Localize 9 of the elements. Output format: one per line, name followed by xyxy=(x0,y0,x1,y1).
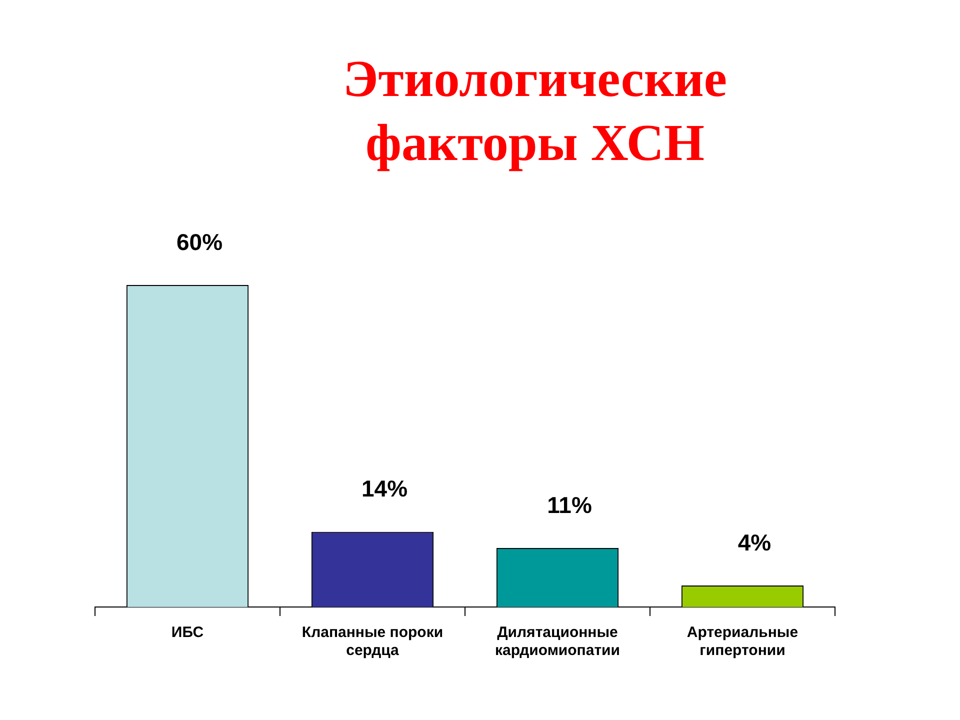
chart-title: Этиологические факторы ХСН xyxy=(342,50,728,174)
data-label: 4% xyxy=(738,529,772,556)
data-label: 14% xyxy=(361,476,408,502)
data-label: 11% xyxy=(547,492,592,518)
x-tick-label: Дилятационные кардиомиопатии xyxy=(494,624,620,660)
x-tick-label: Артериальные гипертонии xyxy=(686,624,798,660)
data-label: 60% xyxy=(176,228,223,255)
x-tick-label: Клапанные пороки сердца xyxy=(302,624,444,660)
x-tick-label: ИБС xyxy=(171,624,204,642)
